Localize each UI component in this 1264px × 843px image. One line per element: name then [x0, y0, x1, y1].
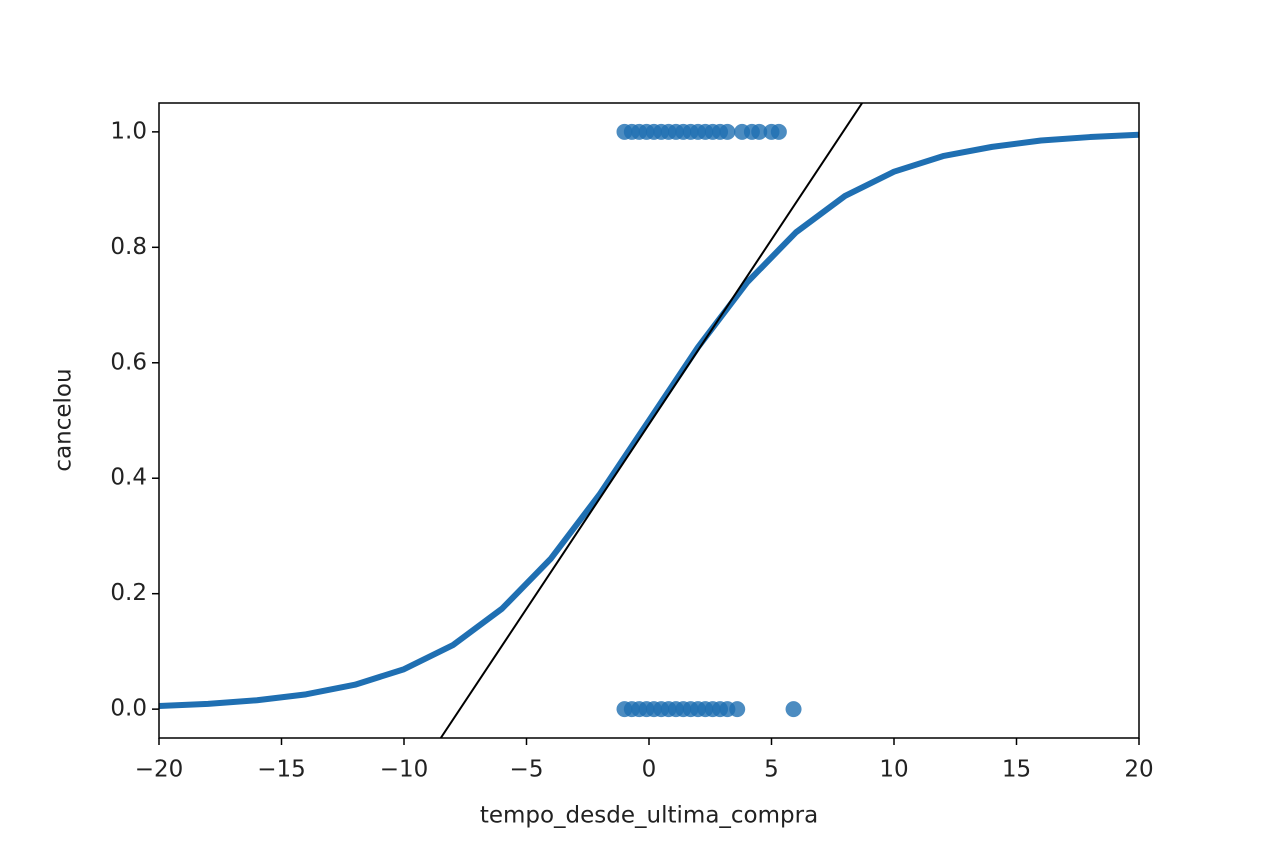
y-tick-label: 0.0 — [110, 696, 147, 722]
data-point — [719, 123, 736, 140]
y-tick-label: 0.4 — [110, 465, 147, 491]
x-tick-label: 5 — [764, 757, 779, 783]
x-tick-label: 20 — [1124, 757, 1153, 783]
data-point — [751, 123, 768, 140]
x-tick-label: −5 — [510, 757, 544, 783]
line — [159, 131, 1139, 709]
y-tick-label: 0.6 — [110, 349, 147, 375]
data-point — [729, 701, 746, 718]
y-axis-label: cancelou — [51, 368, 77, 471]
y-tick-label: 0.2 — [110, 580, 147, 606]
x-tick-label: −15 — [257, 757, 306, 783]
y-tick-label: 0.8 — [110, 234, 147, 260]
x-tick-label: 0 — [642, 757, 657, 783]
x-tick-label: −20 — [135, 757, 184, 783]
plot-area — [159, 103, 1139, 738]
line — [439, 103, 863, 738]
x-tick-label: 15 — [1002, 757, 1031, 783]
data-point — [785, 701, 802, 718]
data-point — [770, 123, 787, 140]
y-tick-label: 1.0 — [110, 118, 147, 144]
x-tick-label: −10 — [380, 757, 429, 783]
x-axis-label: tempo_desde_ultima_compra — [480, 803, 818, 829]
x-tick-label: 10 — [879, 757, 908, 783]
